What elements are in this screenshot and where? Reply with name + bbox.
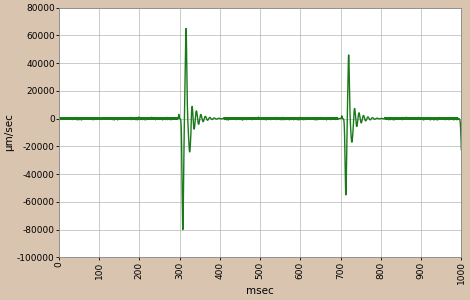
Y-axis label: μm/sec: μm/sec [4,113,14,152]
X-axis label: msec: msec [246,286,274,296]
